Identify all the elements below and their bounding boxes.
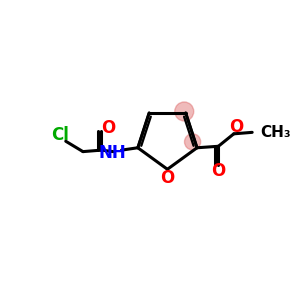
Text: O: O — [160, 169, 175, 187]
Text: O: O — [101, 119, 115, 137]
Circle shape — [175, 102, 194, 121]
Text: O: O — [229, 118, 243, 136]
Text: CH₃: CH₃ — [260, 125, 291, 140]
Text: O: O — [211, 162, 226, 180]
Text: Cl: Cl — [52, 126, 69, 144]
Text: NH: NH — [99, 143, 127, 161]
Circle shape — [184, 134, 201, 150]
